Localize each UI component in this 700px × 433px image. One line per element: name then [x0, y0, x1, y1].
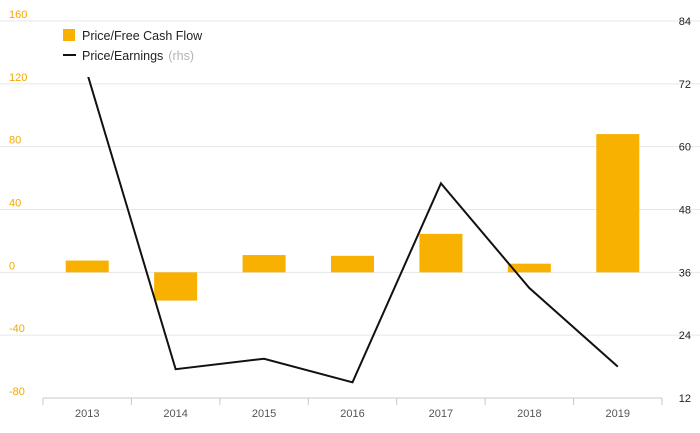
y-left-tick-label: 160: [9, 9, 27, 21]
bar-series: [65, 134, 640, 301]
y-left-tick-label: 120: [9, 72, 27, 84]
x-tick-label: 2019: [606, 408, 630, 420]
x-axis: 2013 2014 2015 2016 2017 2018 2019: [42, 397, 663, 420]
legend-label-price-fcf: Price/Free Cash Flow: [82, 29, 203, 43]
x-tick-label: 2015: [252, 408, 276, 420]
legend-label-rhs: (rhs): [168, 49, 194, 63]
y-left-tick-label: 40: [9, 198, 21, 210]
y-left-tick-label: -80: [9, 386, 25, 398]
x-tick-label: 2013: [75, 408, 99, 420]
y-right-tick-label: 60: [679, 142, 691, 154]
y-left-tick-label: -40: [9, 323, 25, 335]
line-series: [87, 77, 619, 384]
y-right-tick-label: 72: [679, 79, 691, 91]
x-tick-label: 2017: [429, 408, 453, 420]
x-tick-label: 2014: [163, 408, 187, 420]
legend-label-price-earnings: Price/Earnings (rhs): [82, 49, 194, 63]
bar-price-fcf: [242, 255, 286, 273]
legend-swatch-price-fcf: [63, 29, 75, 41]
bar-price-fcf: [419, 233, 463, 273]
bar-price-fcf: [65, 260, 109, 273]
line-price-earnings: [87, 77, 619, 384]
x-tick-label: 2016: [340, 408, 364, 420]
legend-label-price-earnings-main: Price/Earnings: [82, 49, 163, 63]
y-right-tick-label: 12: [679, 393, 691, 405]
y-axis-right: 84 72 60 48 36 24 12: [679, 16, 691, 405]
legend: Price/Free Cash Flow Price/Earnings (rhs): [63, 29, 203, 63]
y-right-tick-label: 84: [679, 16, 691, 28]
bar-price-fcf: [154, 272, 198, 301]
y-axis-left: 160 120 80 40 0 -40 -80: [9, 9, 27, 398]
bar-price-fcf: [507, 263, 551, 273]
bar-price-fcf: [596, 134, 640, 273]
gridlines: [0, 20, 700, 336]
y-left-tick-label: 80: [9, 135, 21, 147]
y-right-tick-label: 36: [679, 267, 691, 279]
y-right-tick-label: 48: [679, 205, 691, 217]
bar-price-fcf: [331, 255, 374, 273]
x-tick-label: 2018: [517, 408, 541, 420]
y-right-tick-label: 24: [679, 330, 691, 342]
y-left-tick-label: 0: [9, 260, 15, 272]
